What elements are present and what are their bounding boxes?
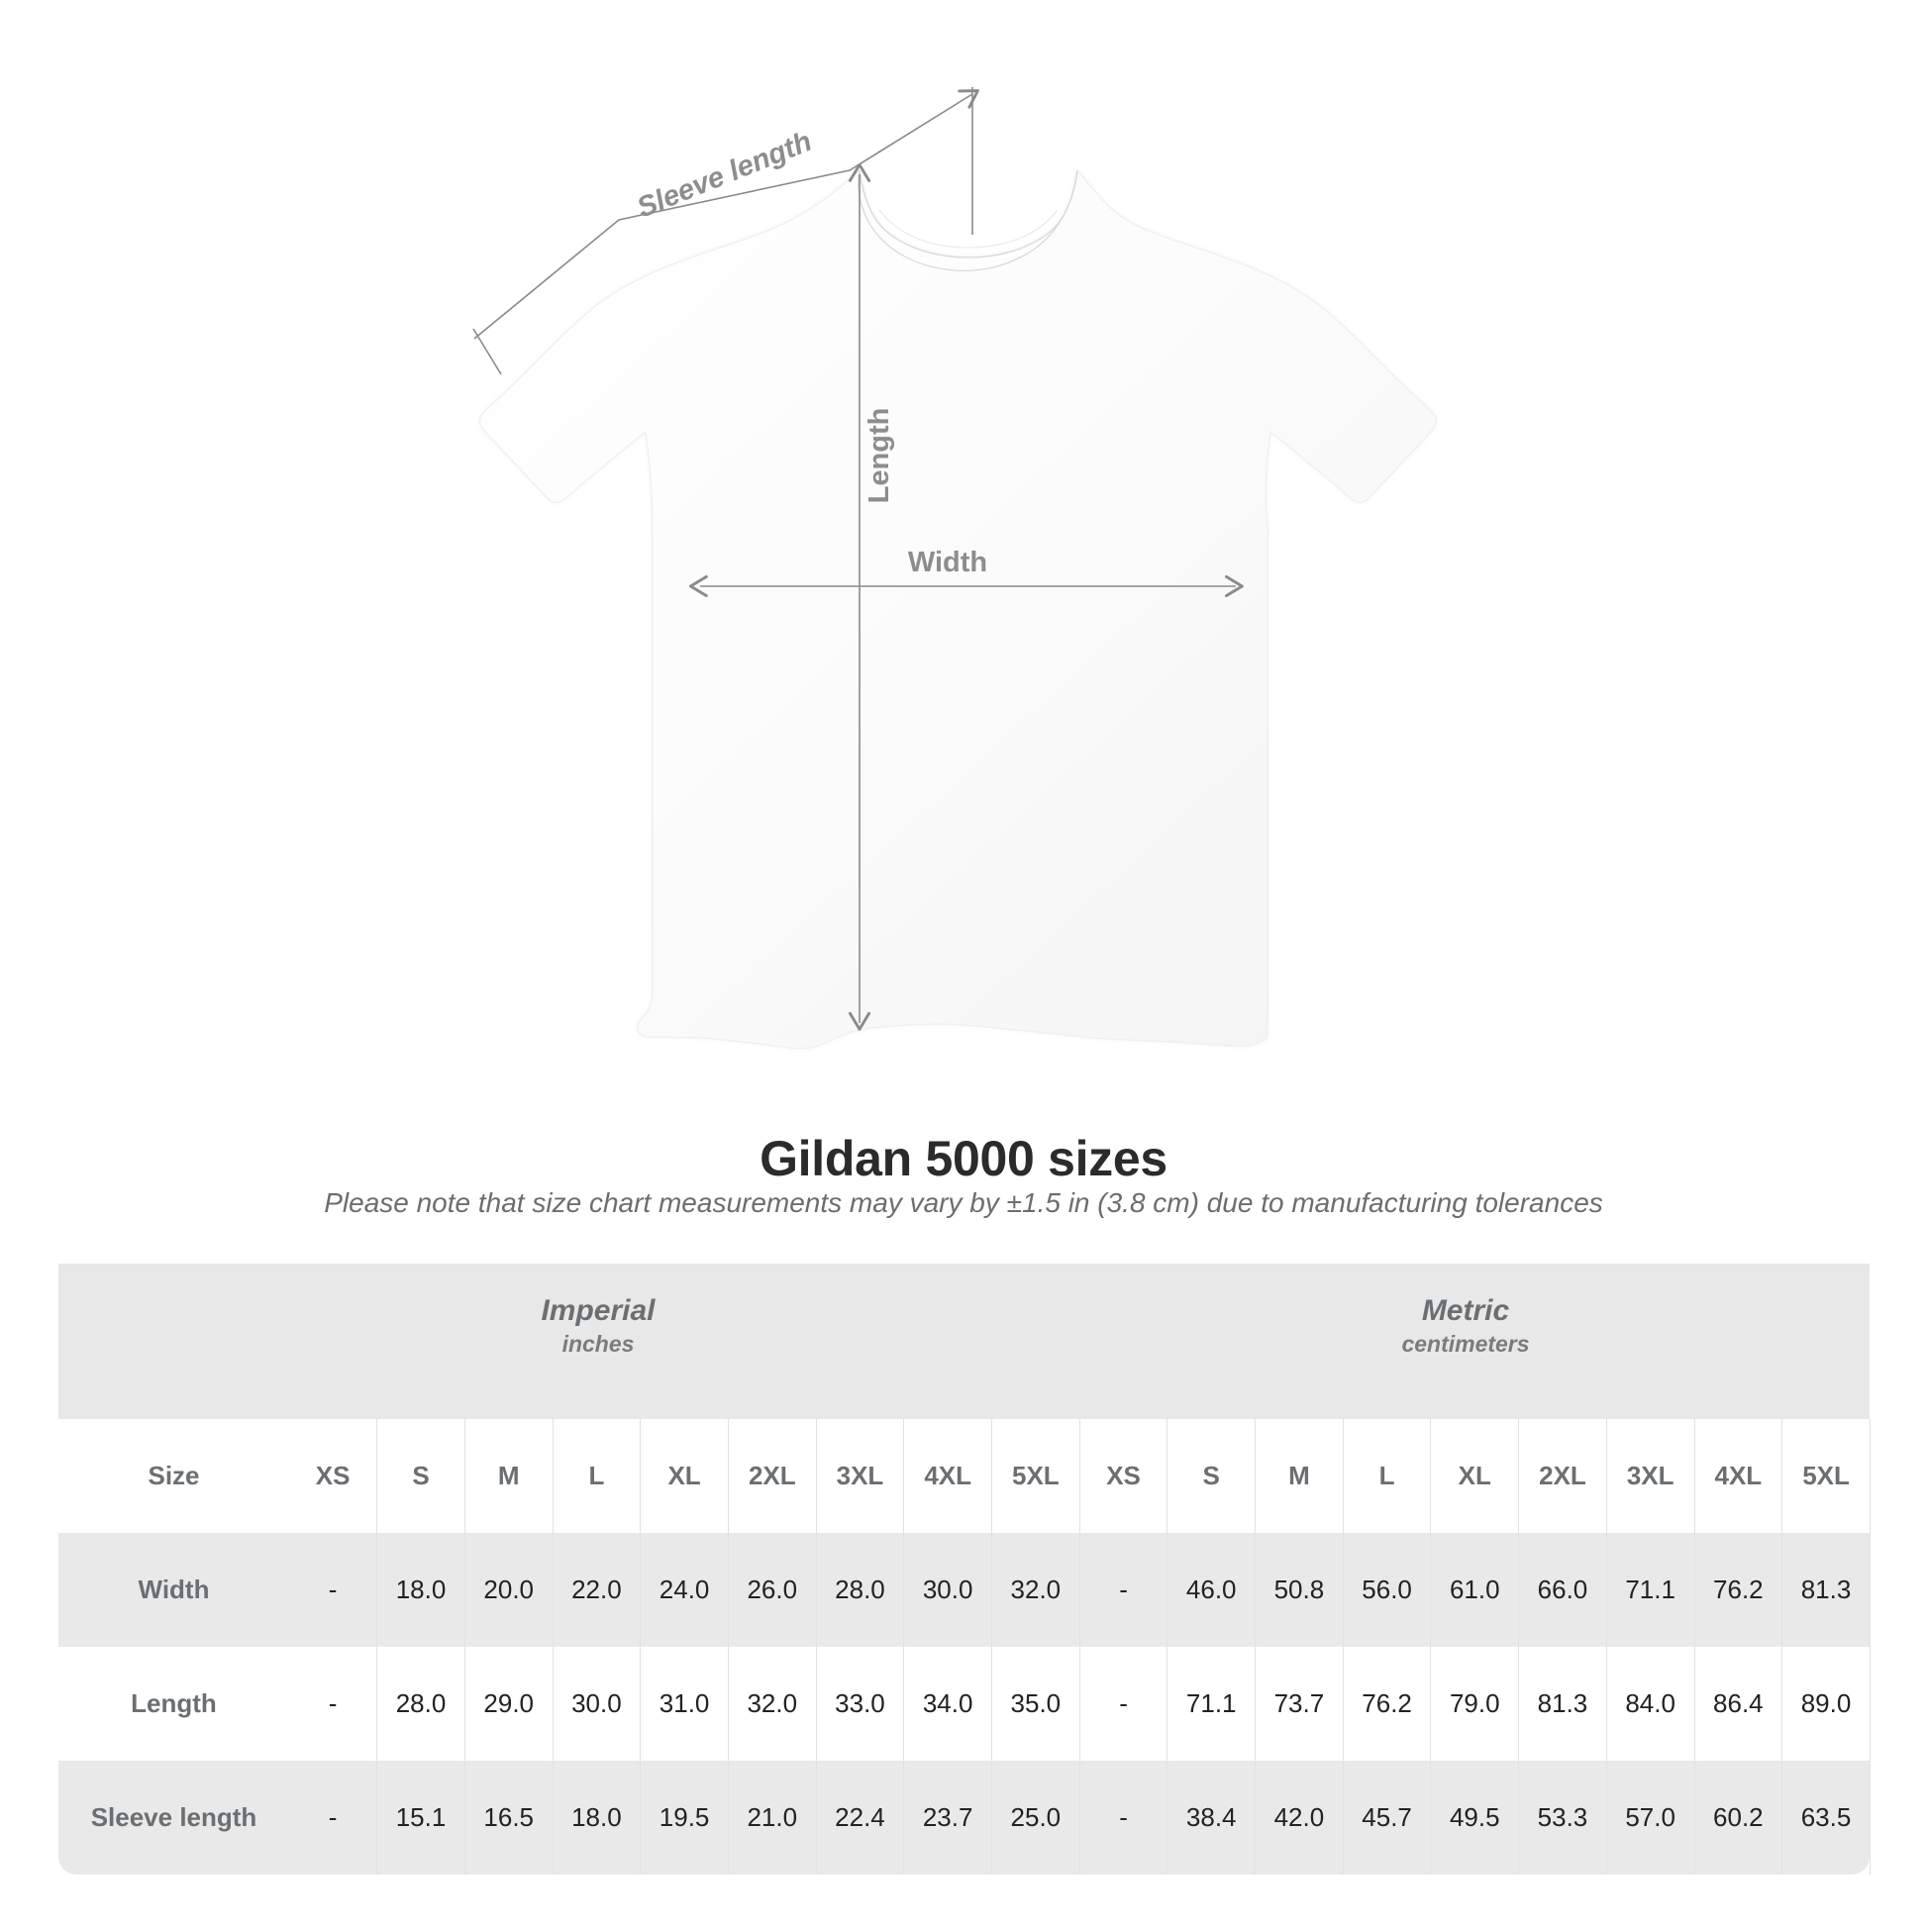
svg-text:Length: Length xyxy=(863,408,895,504)
svg-text:Sleeve length: Sleeve length xyxy=(633,126,816,225)
svg-text:Width: Width xyxy=(908,547,987,578)
